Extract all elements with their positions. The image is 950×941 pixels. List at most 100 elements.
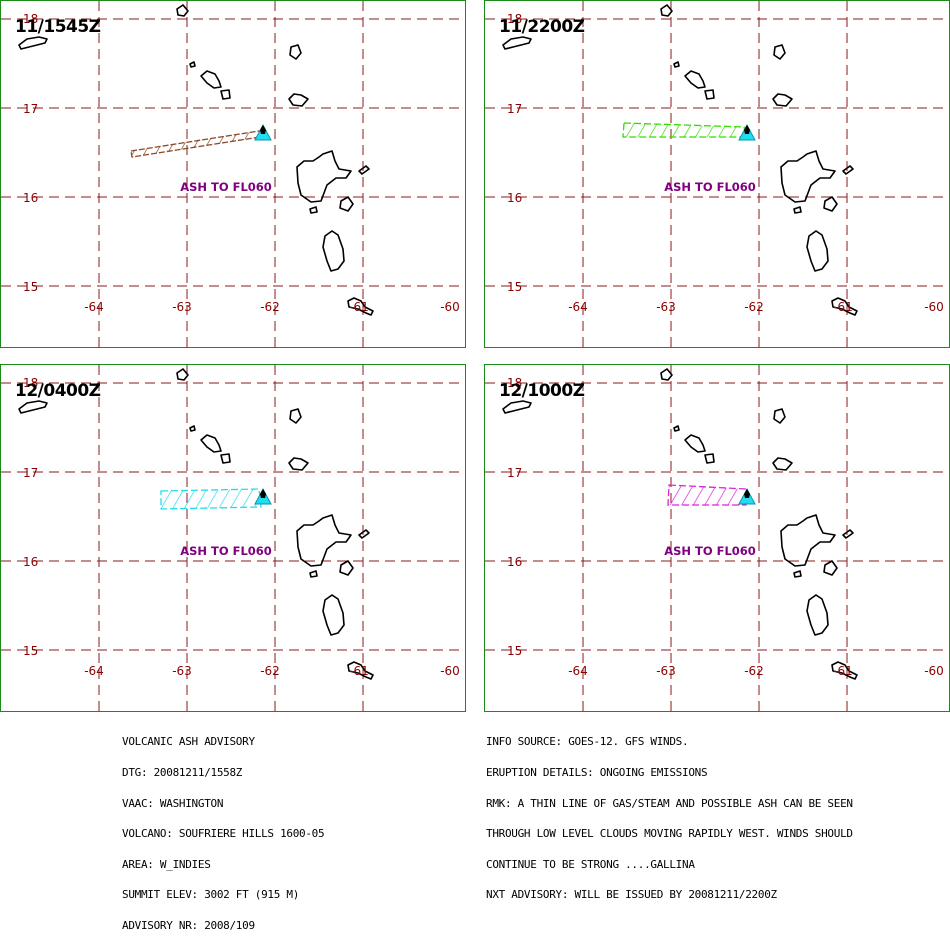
longitude-label: -60 bbox=[440, 300, 460, 314]
island-outline bbox=[773, 408, 786, 424]
ash-cloud-area bbox=[622, 122, 747, 138]
advisory-line: NXT ADVISORY: WILL BE ISSUED BY 20081211… bbox=[486, 888, 777, 902]
latitude-label: 15 bbox=[507, 280, 522, 294]
longitude-label: -62 bbox=[744, 664, 764, 678]
island-outline bbox=[831, 661, 858, 680]
advisory-line: DTG: 20081211/1558Z bbox=[122, 766, 243, 779]
longitude-label: -60 bbox=[924, 664, 944, 678]
advisory-info-left: VOLCANIC ASH ADVISORY DTG: 20081211/1558… bbox=[122, 717, 325, 941]
map-canvas: 18 17 16 15 -64 -63 -62 -61 -60 ASH TO FL060 bbox=[1, 365, 465, 711]
island-outline bbox=[773, 44, 786, 60]
island-outline bbox=[793, 206, 802, 214]
island-outline bbox=[189, 61, 196, 68]
latitude-label: 17 bbox=[23, 102, 38, 116]
island-outline bbox=[200, 70, 222, 89]
latitude-label: 15 bbox=[23, 644, 38, 658]
island-outline bbox=[823, 560, 838, 576]
island-outline bbox=[289, 408, 302, 424]
latitude-label: 16 bbox=[23, 555, 38, 569]
island-outline bbox=[806, 230, 829, 272]
latitude-label: 18 bbox=[507, 12, 522, 26]
island-outline bbox=[780, 514, 836, 567]
longitude-label: -64 bbox=[84, 300, 104, 314]
island-outline bbox=[176, 4, 189, 17]
island-outline bbox=[358, 529, 370, 539]
island-outline bbox=[347, 661, 374, 680]
longitude-label: -62 bbox=[260, 300, 280, 314]
island-outline bbox=[288, 457, 309, 471]
latitude-label: 15 bbox=[507, 644, 522, 658]
island-outline bbox=[684, 434, 706, 453]
island-outline bbox=[673, 425, 680, 432]
latitude-label: 18 bbox=[507, 376, 522, 390]
island-outline bbox=[806, 594, 829, 636]
panel-time-label: 12/0400Z bbox=[15, 381, 101, 401]
island-outline bbox=[189, 425, 196, 432]
ash-cloud-area bbox=[130, 130, 261, 158]
advisory-line: VOLCANO: SOUFRIERE HILLS 1600-05 bbox=[122, 827, 325, 841]
island-outline bbox=[288, 93, 309, 107]
latitude-label: 17 bbox=[507, 102, 522, 116]
volcano-peak-icon bbox=[744, 489, 750, 498]
island-outline bbox=[772, 457, 793, 471]
latitude-label: 17 bbox=[23, 466, 38, 480]
volcano-peak-icon bbox=[744, 125, 750, 134]
island-outline bbox=[347, 297, 374, 316]
longitude-label: -61 bbox=[833, 300, 853, 314]
island-outline bbox=[200, 434, 222, 453]
longitude-label: -63 bbox=[172, 300, 192, 314]
island-outline bbox=[358, 165, 370, 175]
advisory-line: VAAC: WASHINGTON bbox=[122, 796, 224, 810]
advisory-line: SUMMIT ELEV: 3002 FT (915 M) bbox=[122, 888, 300, 902]
map-canvas: 18 17 16 15 -64 -63 -62 -61 -60 ASH TO FL060 bbox=[485, 365, 949, 711]
latitude-label: 18 bbox=[23, 12, 38, 26]
longitude-label: -61 bbox=[833, 664, 853, 678]
longitude-label: -63 bbox=[172, 664, 192, 678]
longitude-label: -64 bbox=[568, 664, 588, 678]
panel-time-label: 12/1000Z bbox=[499, 381, 585, 401]
longitude-label: -60 bbox=[440, 664, 460, 678]
map-panel-11-1545z: 18 17 16 15 -64 -63 -62 -61 -60 ASH TO FL060 11/1… bbox=[0, 0, 466, 348]
island-outline bbox=[842, 529, 854, 539]
advisory-line: AREA: W_INDIES bbox=[122, 857, 211, 871]
map-panel-12-1000z: 18 17 16 15 -64 -63 -62 -61 -60 ASH TO FL060 12/1… bbox=[484, 364, 950, 712]
island-outline bbox=[684, 70, 706, 89]
latitude-label: 16 bbox=[507, 555, 522, 569]
advisory-line: RMK: A THIN LINE OF GAS/STEAM AND POSSIB… bbox=[486, 796, 853, 810]
island-outline bbox=[296, 514, 352, 567]
island-outline bbox=[296, 150, 352, 203]
island-outline bbox=[842, 165, 854, 175]
latitude-label: 15 bbox=[23, 280, 38, 294]
island-outline bbox=[793, 570, 802, 578]
island-outline bbox=[660, 368, 673, 381]
ash-cloud-area bbox=[160, 488, 262, 510]
advisory-line: VOLCANIC ASH ADVISORY bbox=[122, 735, 255, 749]
island-outline bbox=[220, 89, 231, 100]
island-outline bbox=[322, 230, 345, 272]
island-outline bbox=[780, 150, 836, 203]
latitude-label: 16 bbox=[23, 191, 38, 205]
ash-level-label: ASH TO FL060 bbox=[664, 544, 756, 558]
island-outline bbox=[18, 400, 48, 414]
advisory-line: THROUGH LOW LEVEL CLOUDS MOVING RAPIDLY … bbox=[486, 827, 853, 841]
latitude-label: 17 bbox=[507, 466, 522, 480]
ash-level-label: ASH TO FL060 bbox=[664, 180, 756, 194]
island-outline bbox=[823, 196, 838, 212]
island-outline bbox=[18, 36, 48, 50]
longitude-label: -64 bbox=[84, 664, 104, 678]
island-outline bbox=[660, 4, 673, 17]
panel-time-label: 11/1545Z bbox=[15, 17, 101, 37]
island-outline bbox=[704, 453, 715, 464]
longitude-label: -61 bbox=[349, 300, 369, 314]
island-outline bbox=[673, 61, 680, 68]
island-outline bbox=[220, 453, 231, 464]
longitude-label: -63 bbox=[656, 300, 676, 314]
advisory-line: INFO SOURCE: GOES-12. GFS WINDS. bbox=[486, 735, 689, 749]
map-canvas: 18 17 16 15 -64 -63 -62 -61 -60 ASH TO FL060 bbox=[485, 1, 949, 347]
island-outline bbox=[339, 196, 354, 212]
ash-cloud-area bbox=[667, 484, 747, 506]
island-outline bbox=[322, 594, 345, 636]
island-outline bbox=[704, 89, 715, 100]
latitude-label: 18 bbox=[23, 376, 38, 390]
island-outline bbox=[502, 36, 532, 50]
